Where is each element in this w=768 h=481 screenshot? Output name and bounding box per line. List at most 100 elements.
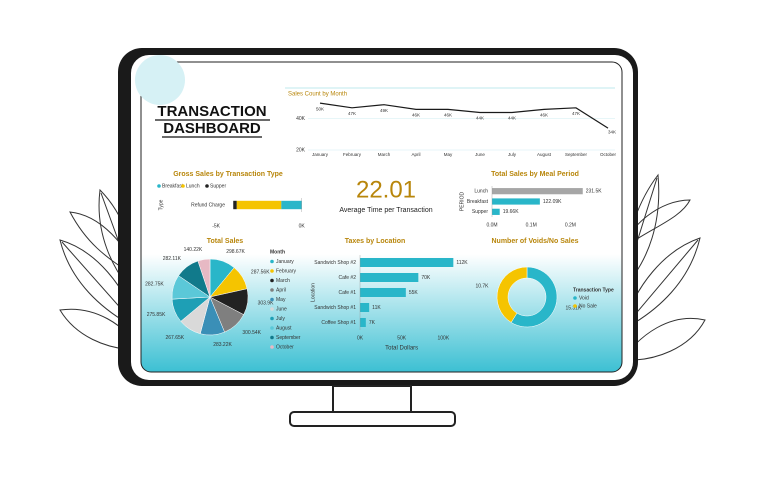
data-label: 287.56K xyxy=(251,269,270,275)
data-label: 122.09K xyxy=(543,199,562,205)
data-label: 7K xyxy=(369,320,376,326)
bar xyxy=(360,273,419,282)
x-tick-label: May xyxy=(444,152,453,157)
kpi-value: 22.01 xyxy=(356,176,416,203)
x-tick-label: 0K xyxy=(299,223,306,229)
legend-swatch xyxy=(270,269,274,273)
legend-label: August xyxy=(276,325,292,331)
data-label: 283.22K xyxy=(213,342,232,348)
legend-label: May xyxy=(276,297,286,303)
legend-swatch xyxy=(270,316,274,321)
chart-title: Total Sales xyxy=(207,238,244,245)
data-label: 55K xyxy=(409,290,419,296)
data-label: 140.22K xyxy=(184,247,203,253)
y-tick-label: Lunch xyxy=(474,188,488,194)
dashboard-title: TRANSACTION xyxy=(157,103,266,120)
x-tick-label: January xyxy=(312,152,329,157)
legend-title: Month xyxy=(270,249,285,255)
y-axis-label: Location xyxy=(310,283,316,302)
legend-swatch xyxy=(205,184,209,188)
data-label: 303.9K xyxy=(258,301,275,307)
data-label: 231.5K xyxy=(586,188,603,194)
legend-swatch xyxy=(270,326,274,330)
bar-segment xyxy=(233,200,237,210)
x-axis-label: Total Dollars xyxy=(385,346,418,352)
data-label: 298.67K xyxy=(226,249,245,255)
legend-label: Lunch xyxy=(186,183,200,189)
data-label: 300.54K xyxy=(242,330,261,336)
legend-label: Supper xyxy=(210,183,226,189)
legend-label: September xyxy=(276,335,301,341)
y-tick-label: Cafe #1 xyxy=(338,290,356,296)
x-tick-label: -5K xyxy=(212,223,220,229)
data-label: 50K xyxy=(316,106,324,111)
y-tick-label: Sandwich Shop #2 xyxy=(314,260,356,266)
data-label: 47K xyxy=(348,111,356,116)
x-tick-label: 0.2M xyxy=(565,222,576,228)
y-tick-label: Supper xyxy=(472,209,488,215)
x-tick-label: 0.1M xyxy=(526,222,537,228)
legend-swatch xyxy=(270,288,274,292)
legend-swatch xyxy=(181,184,185,188)
y-tick-label: 40K xyxy=(296,116,306,122)
x-tick-label: February xyxy=(343,152,362,157)
legend-swatch xyxy=(270,335,274,340)
kpi-label: Average Time per Transaction xyxy=(339,207,432,214)
pie-slice xyxy=(197,258,211,298)
data-label: 10.7K xyxy=(475,283,489,289)
bar xyxy=(360,318,366,327)
bar xyxy=(492,198,540,205)
y-axis-label: Type xyxy=(158,199,164,210)
legend-swatch xyxy=(573,304,577,308)
legend-label: Void xyxy=(579,295,589,301)
data-label: 282.75K xyxy=(145,282,164,288)
chart-title: Gross Sales by Transaction Type xyxy=(173,171,283,178)
legend-label: March xyxy=(276,278,290,284)
y-tick-label: 20K xyxy=(296,147,306,153)
dashboard-title: DASHBOARD xyxy=(163,120,261,137)
y-tick-label: Coffee Shop #1 xyxy=(321,320,356,326)
y-tick-label: Breakfast xyxy=(467,199,489,205)
legend-swatch xyxy=(270,259,274,264)
legend-label: Breakfast xyxy=(162,183,184,189)
x-tick-label: 50K xyxy=(397,335,407,341)
data-label: 267.65K xyxy=(166,335,185,341)
legend-swatch xyxy=(270,345,274,349)
data-label: 282.11K xyxy=(163,256,182,262)
legend-swatch xyxy=(270,297,274,302)
legend-swatch xyxy=(573,296,577,300)
data-label: 44K xyxy=(476,116,484,121)
data-label: 46K xyxy=(444,113,452,118)
legend-label: No Sale xyxy=(579,303,597,309)
x-tick-label: 0.0M xyxy=(486,222,497,228)
donut-slice xyxy=(496,266,528,323)
line xyxy=(319,102,609,129)
data-label: 275.85K xyxy=(147,312,166,318)
legend-label: April xyxy=(276,287,286,293)
y-axis-label: PERIOD xyxy=(459,192,465,212)
chart-title: Sales Count by Month xyxy=(288,92,347,98)
bar xyxy=(492,208,500,215)
bar xyxy=(360,288,406,297)
data-label: 46K xyxy=(412,113,420,118)
x-tick-label: July xyxy=(508,152,517,157)
x-tick-label: September xyxy=(565,152,588,157)
data-label: 44K xyxy=(508,116,516,121)
x-tick-label: April xyxy=(411,152,420,157)
chart-title: Total Sales by Meal Period xyxy=(491,171,579,178)
bar-segment xyxy=(281,200,302,210)
data-label: 70K xyxy=(421,275,431,281)
donut-slice xyxy=(510,266,558,328)
x-tick-label: March xyxy=(378,152,391,157)
data-label: 34K xyxy=(608,129,616,134)
data-label: 19.66K xyxy=(503,209,520,215)
y-tick-label: Refund Charge xyxy=(191,202,225,208)
chart-title: Number of Voids/No Sales xyxy=(492,238,579,245)
legend-label: October xyxy=(276,344,294,350)
legend-label: January xyxy=(276,259,294,265)
data-label: 47K xyxy=(572,111,580,116)
bar xyxy=(492,188,583,195)
x-tick-label: August xyxy=(537,152,552,157)
data-label: 46K xyxy=(540,113,548,118)
